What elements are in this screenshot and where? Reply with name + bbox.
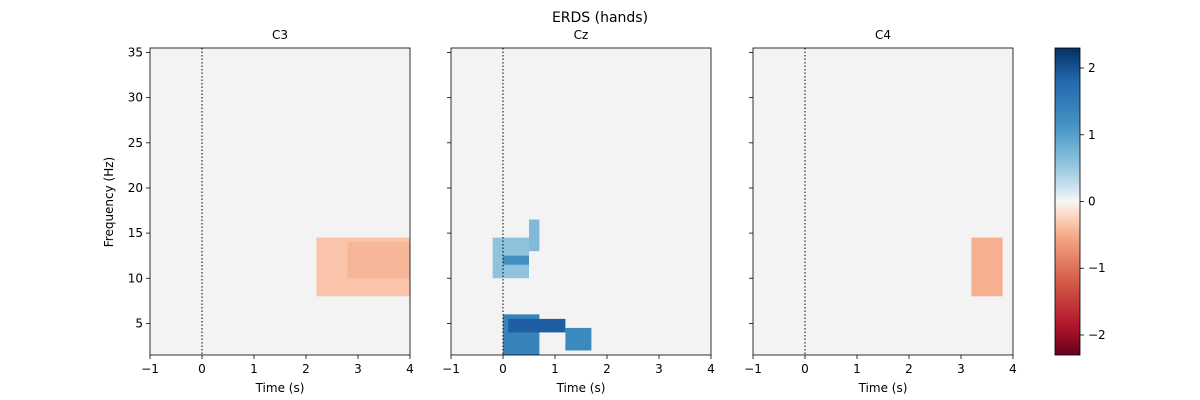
axes-frame xyxy=(450,47,712,356)
x-tick-label: 1 xyxy=(250,362,258,376)
panel-title: Cz xyxy=(574,28,589,42)
colorbar-tick-label: 1 xyxy=(1088,128,1096,142)
y-tick-label: 35 xyxy=(128,46,143,60)
figure-title: ERDS (hands) xyxy=(552,10,648,26)
x-tick-label: −1 xyxy=(744,362,762,376)
heatmap-cluster xyxy=(971,237,1003,297)
panel-cz: Cz −1 0 1 2 3 4 Time (s) xyxy=(442,28,715,395)
y-tick-label: 5 xyxy=(135,316,143,330)
y-tick-label: 25 xyxy=(128,136,143,150)
x-tick-label: 2 xyxy=(905,362,913,376)
x-tick-label: 0 xyxy=(198,362,206,376)
x-tick-label: 2 xyxy=(603,362,611,376)
x-axis-label: Time (s) xyxy=(556,381,606,395)
y-axis-label: Frequency (Hz) xyxy=(102,157,116,248)
x-tick-label: 4 xyxy=(1009,362,1017,376)
x-axis-label: Time (s) xyxy=(255,381,305,395)
heatmap-cluster xyxy=(565,327,592,351)
colorbar-gradient xyxy=(1054,47,1081,356)
y-tick-label: 15 xyxy=(128,226,143,240)
colorbar-tick-label: −2 xyxy=(1088,328,1106,342)
x-axis-label: Time (s) xyxy=(858,381,908,395)
y-tick-label: 30 xyxy=(128,91,143,105)
x-tick-label: 2 xyxy=(302,362,310,376)
x-tick-label: 3 xyxy=(655,362,663,376)
panel-c3: C3 −1 0 1 2 3 4 Time (s) 5 10 15 20 25 30 35 xyxy=(128,28,414,395)
heatmap-background xyxy=(451,48,711,355)
x-tick-label: 4 xyxy=(406,362,414,376)
y-tick-label: 10 xyxy=(128,271,143,285)
x-tick-label: 0 xyxy=(499,362,507,376)
x-tick-label: 3 xyxy=(957,362,965,376)
panel-title: C4 xyxy=(875,28,891,42)
heatmap-cluster xyxy=(503,255,529,265)
heatmap-background xyxy=(753,48,1013,355)
axes-frame xyxy=(752,47,1014,356)
x-tick-label: 4 xyxy=(707,362,715,376)
x-tick-label: 3 xyxy=(354,362,362,376)
colorbar-tick-label: 0 xyxy=(1088,195,1096,209)
colorbar-tick-label: −1 xyxy=(1088,261,1106,275)
heatmap-background xyxy=(150,48,410,355)
axes-frame xyxy=(149,47,411,356)
heatmap-cluster xyxy=(529,219,540,252)
x-tick-label: −1 xyxy=(141,362,159,376)
panel-title: C3 xyxy=(272,28,288,42)
x-tick-label: 1 xyxy=(853,362,861,376)
y-tick-label: 20 xyxy=(128,181,143,195)
x-tick-label: 0 xyxy=(801,362,809,376)
heatmap-cluster xyxy=(347,242,410,279)
heatmap-cluster xyxy=(508,318,566,333)
panel-c4: C4 −1 0 1 2 3 4 Time (s) xyxy=(744,28,1017,395)
colorbar-tick-label: 2 xyxy=(1088,61,1096,75)
colorbar: −2 −1 0 1 2 xyxy=(1054,47,1106,356)
x-tick-label: 1 xyxy=(551,362,559,376)
x-tick-label: −1 xyxy=(442,362,460,376)
